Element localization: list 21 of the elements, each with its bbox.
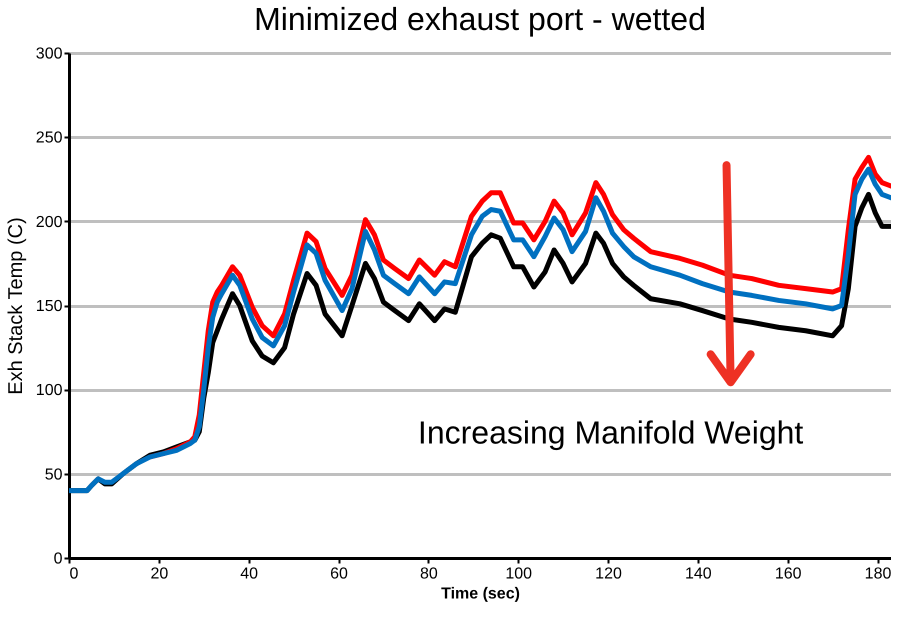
x-tick-label: 180	[864, 566, 892, 582]
y-axis-title: Exh Stack Temp (C)	[4, 217, 27, 395]
x-tick-label: 60	[330, 566, 348, 582]
x-tick-label: 100	[505, 566, 532, 582]
y-tick-label: 150	[36, 298, 63, 315]
y-tick-label: 0	[54, 550, 63, 568]
x-tick-label: 160	[774, 566, 802, 582]
annotation: Increasing Manifold Weight	[418, 414, 804, 452]
x-tick-label: 40	[240, 566, 258, 582]
x-tick-label: 120	[595, 566, 622, 582]
x-tick-label: 80	[420, 566, 438, 582]
x-axis-title: Time (sec)	[441, 586, 520, 602]
y-tick-label: 200	[36, 214, 63, 231]
chart-title: Minimized exhaust port - wetted	[254, 1, 706, 37]
x-tick-label: 20	[150, 566, 168, 582]
y-tick-label: 300	[36, 46, 63, 62]
x-tick-label: 140	[685, 566, 712, 582]
y-tick-label: 50	[44, 466, 63, 484]
x-tick-label: 0	[70, 566, 78, 582]
y-tick-label: 250	[36, 130, 63, 147]
y-tick-label: 100	[36, 382, 63, 400]
